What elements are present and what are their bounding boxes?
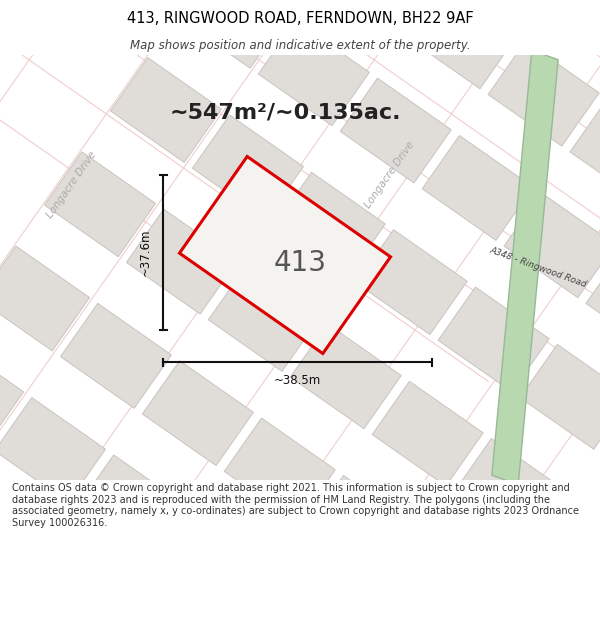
Polygon shape <box>372 381 483 486</box>
Polygon shape <box>110 58 221 162</box>
Polygon shape <box>340 78 451 183</box>
Text: Map shows position and indicative extent of the property.: Map shows position and indicative extent… <box>130 39 470 51</box>
Polygon shape <box>586 250 600 355</box>
Polygon shape <box>44 152 155 257</box>
Polygon shape <box>536 496 600 601</box>
Polygon shape <box>0 398 106 502</box>
Text: ~547m²/~0.135ac.: ~547m²/~0.135ac. <box>169 102 401 122</box>
Polygon shape <box>208 266 319 371</box>
Polygon shape <box>61 303 172 408</box>
Polygon shape <box>356 229 467 334</box>
Polygon shape <box>0 246 89 351</box>
Polygon shape <box>290 324 401 429</box>
Text: Longacre Drive: Longacre Drive <box>45 150 99 220</box>
Polygon shape <box>306 476 417 580</box>
Polygon shape <box>520 344 600 449</box>
Polygon shape <box>325 0 436 31</box>
Polygon shape <box>504 193 600 298</box>
Polygon shape <box>492 50 558 485</box>
Polygon shape <box>127 209 238 314</box>
Polygon shape <box>224 418 335 523</box>
Text: Contains OS data © Crown copyright and database right 2021. This information is : Contains OS data © Crown copyright and d… <box>12 483 579 528</box>
Polygon shape <box>438 287 549 392</box>
Polygon shape <box>488 41 599 146</box>
Polygon shape <box>179 156 391 354</box>
Polygon shape <box>406 0 517 89</box>
Polygon shape <box>259 21 370 126</box>
Polygon shape <box>0 340 23 445</box>
Polygon shape <box>142 361 253 466</box>
Text: Longacre Drive: Longacre Drive <box>363 140 417 210</box>
Text: ~38.5m: ~38.5m <box>274 374 321 386</box>
Text: 413, RINGWOOD ROAD, FERNDOWN, BH22 9AF: 413, RINGWOOD ROAD, FERNDOWN, BH22 9AF <box>127 11 473 26</box>
Polygon shape <box>76 455 187 560</box>
Text: 413: 413 <box>274 249 326 277</box>
Text: A348 - Ringwood Road: A348 - Ringwood Road <box>488 246 588 289</box>
Polygon shape <box>570 99 600 204</box>
Polygon shape <box>176 0 287 68</box>
Polygon shape <box>193 115 304 220</box>
Polygon shape <box>422 136 533 241</box>
Text: ~37.6m: ~37.6m <box>139 229 151 276</box>
Polygon shape <box>0 492 40 597</box>
Polygon shape <box>454 439 565 544</box>
Polygon shape <box>274 173 385 277</box>
